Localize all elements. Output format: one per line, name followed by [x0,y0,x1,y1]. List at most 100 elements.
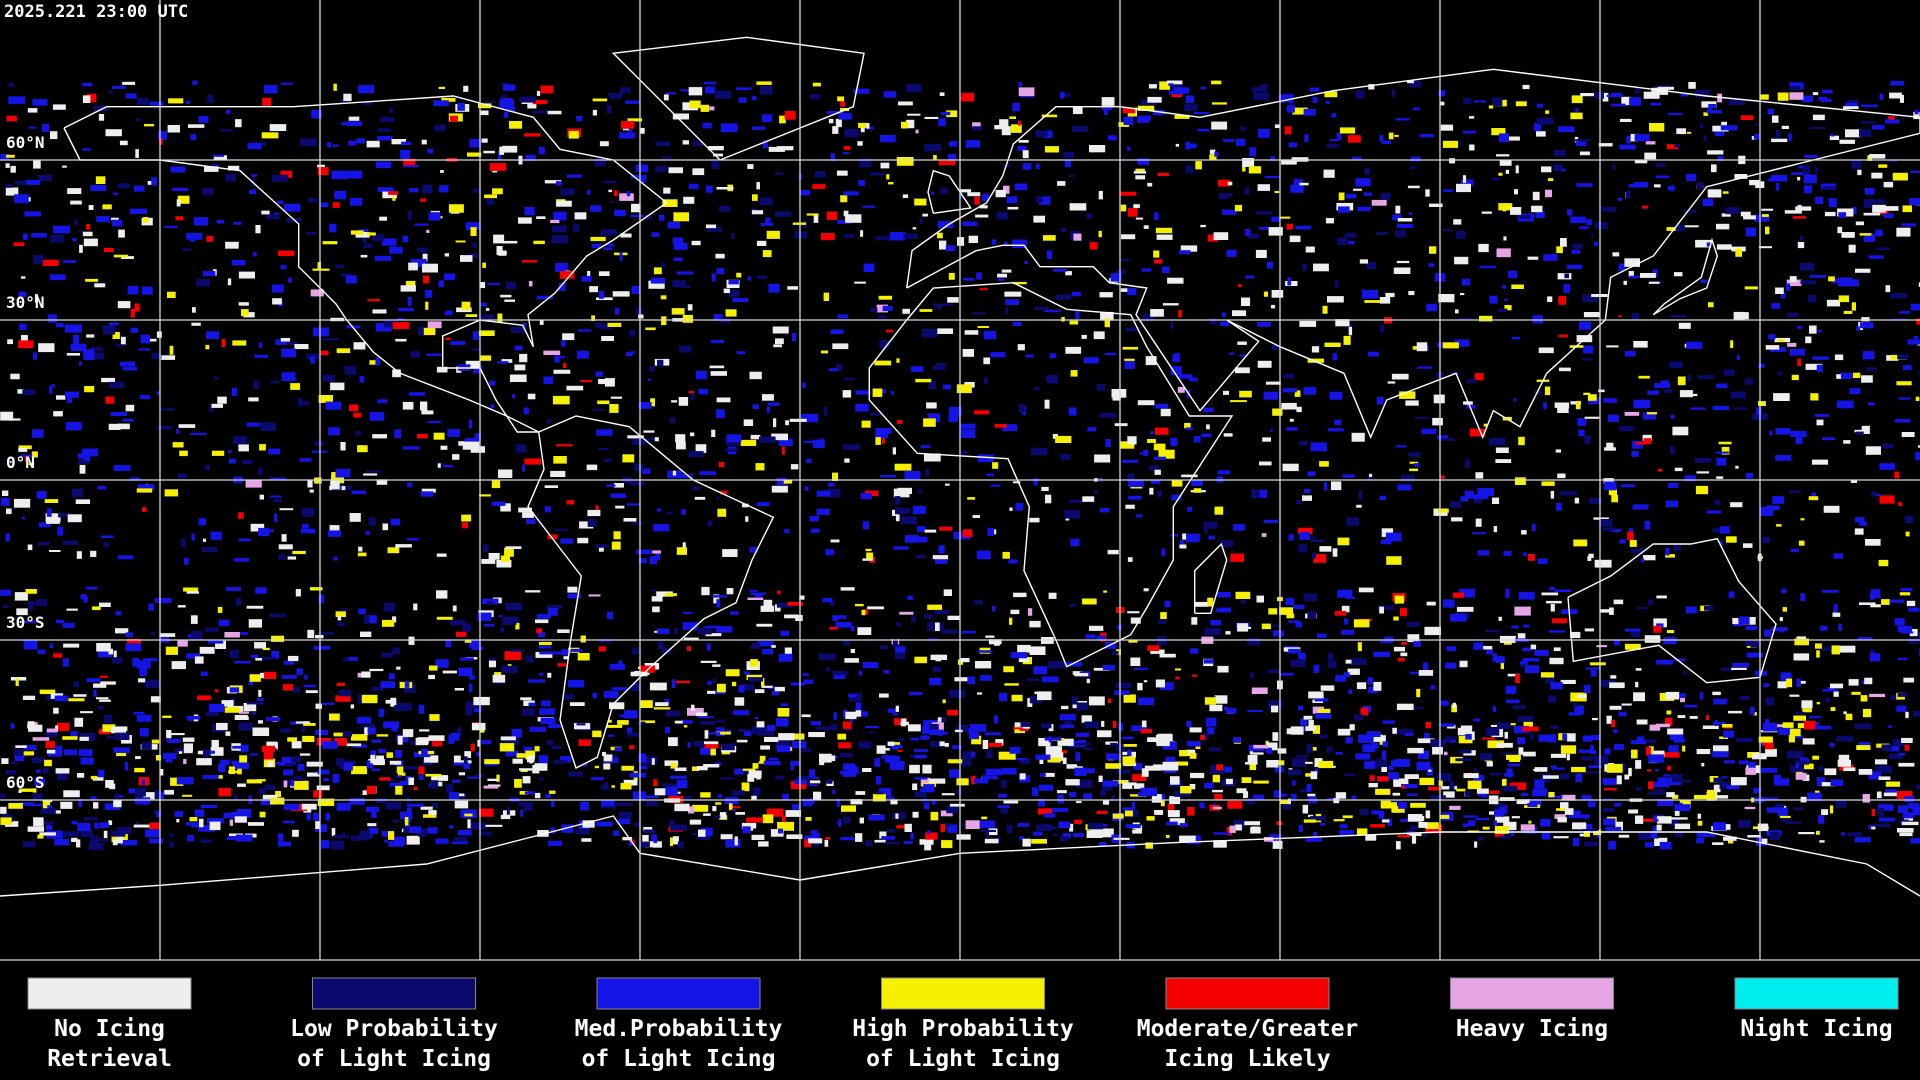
icing-pixel [799,595,805,600]
icing-pixel [982,740,989,749]
icing-pixel [342,731,353,737]
icing-pixel [1785,283,1790,291]
icing-pixel [361,671,371,678]
icing-pixel [1066,662,1082,667]
icing-pixel [941,629,958,634]
icing-pixel [1455,309,1459,314]
icing-pixel [629,772,646,778]
icing-pixel [881,836,896,840]
icing-pixel [1551,765,1557,768]
icing-pixel [960,423,976,429]
icing-pixel [1897,625,1912,633]
icing-pixel [1723,369,1735,376]
icing-pixel [409,741,419,745]
icing-pixel [532,99,548,105]
icing-pixel [936,721,942,725]
icing-pixel [615,307,620,315]
icing-pixel [431,775,449,781]
icing-pixel [84,456,91,461]
icing-pixel [1128,639,1138,643]
icing-pixel [845,214,862,223]
icing-pixel [77,773,85,778]
icing-pixel [787,286,798,290]
icing-pixel [1655,175,1670,179]
icing-pixel [711,161,720,169]
icing-pixel [664,760,679,766]
icing-pixel [843,444,860,450]
icing-pixel [253,380,260,389]
icing-pixel [366,470,382,473]
icing-pixel [1916,784,1920,790]
icing-pixel [1311,346,1320,353]
icing-pixel [429,714,440,721]
icing-pixel [301,726,305,732]
icing-pixel [879,693,889,698]
icing-pixel [22,389,36,395]
icing-pixel [221,338,226,347]
icing-pixel [191,822,202,828]
icing-pixel [809,94,820,100]
icing-pixel [186,716,201,720]
icing-pixel [382,191,397,199]
icing-pixel [1892,172,1908,181]
icing-pixel [1812,356,1829,360]
icing-pixel [525,154,536,161]
icing-pixel [1843,106,1859,109]
icing-pixel [296,668,303,675]
icing-pixel [561,340,566,347]
icing-pixel [467,152,482,157]
icing-pixel [1358,490,1363,500]
icing-pixel [1162,303,1179,306]
icing-pixel [80,594,87,600]
icing-pixel [709,106,715,111]
icing-pixel [764,736,779,742]
icing-pixel [1800,593,1806,602]
icing-pixel [1451,704,1457,713]
icing-pixel [972,515,980,518]
icing-pixel [614,209,626,217]
icing-pixel [1280,672,1294,676]
icing-pixel [1900,631,1914,634]
icing-pixel [1670,414,1675,419]
icing-pixel [1831,645,1840,655]
icing-pixel [1062,833,1071,839]
icing-pixel [941,717,946,722]
icing-pixel [1810,393,1819,401]
icing-pixel [1499,835,1511,839]
icing-pixel [1395,118,1410,121]
icing-pixel [1213,232,1229,240]
icing-pixel [1849,388,1861,395]
icing-pixel [225,173,236,182]
icing-pixel [1666,710,1672,715]
icing-pixel [1638,375,1650,379]
icing-pixel [133,824,150,828]
icing-pixel [1745,640,1761,646]
icing-pixel [1712,125,1729,132]
icing-pixel [271,174,289,182]
icing-pixel [985,635,995,638]
icing-pixel [1288,648,1301,654]
icing-pixel [1554,814,1566,819]
icing-pixel [108,423,121,430]
icing-pixel [39,689,56,695]
icing-pixel [1571,766,1586,773]
icing-pixel [654,788,667,796]
icing-pixel [1714,500,1721,505]
icing-pixel [45,741,55,749]
icing-pixel [1634,87,1640,94]
icing-pixel [1130,617,1141,624]
icing-pixel [178,424,196,428]
icing-pixel [53,411,63,417]
icing-pixel [56,323,64,328]
icing-pixel [743,419,754,426]
icing-pixel [1641,558,1645,563]
icing-pixel [369,723,375,732]
icing-pixel [101,377,115,383]
icing-pixel [912,811,919,818]
icing-pixel [1106,753,1119,760]
icing-pixel [1437,773,1452,782]
icing-pixel [1764,629,1772,637]
icing-pixel [762,605,774,609]
icing-pixel [1910,838,1920,844]
icing-pixel [1492,97,1503,107]
